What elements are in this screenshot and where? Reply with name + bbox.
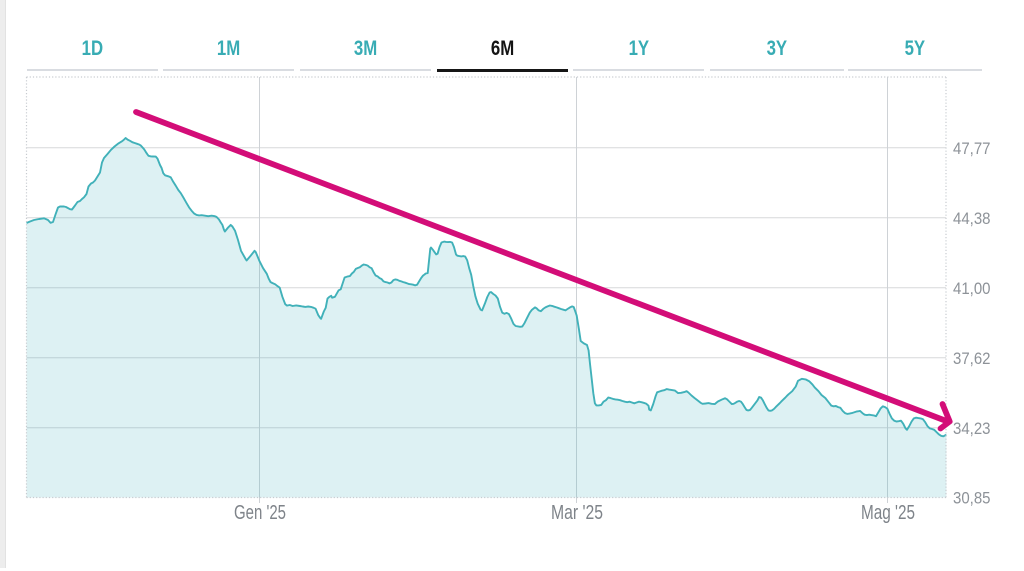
svg-text:Gen '25: Gen '25 (234, 502, 286, 524)
svg-text:41,00: 41,00 (953, 280, 991, 298)
svg-text:Mar '25: Mar '25 (551, 502, 603, 524)
svg-text:47,77: 47,77 (953, 140, 991, 158)
svg-text:30,85: 30,85 (953, 490, 991, 508)
svg-text:37,62: 37,62 (953, 350, 991, 368)
svg-text:34,23: 34,23 (953, 420, 991, 438)
svg-text:Mag '25: Mag '25 (861, 502, 915, 524)
svg-text:44,38: 44,38 (953, 210, 991, 228)
